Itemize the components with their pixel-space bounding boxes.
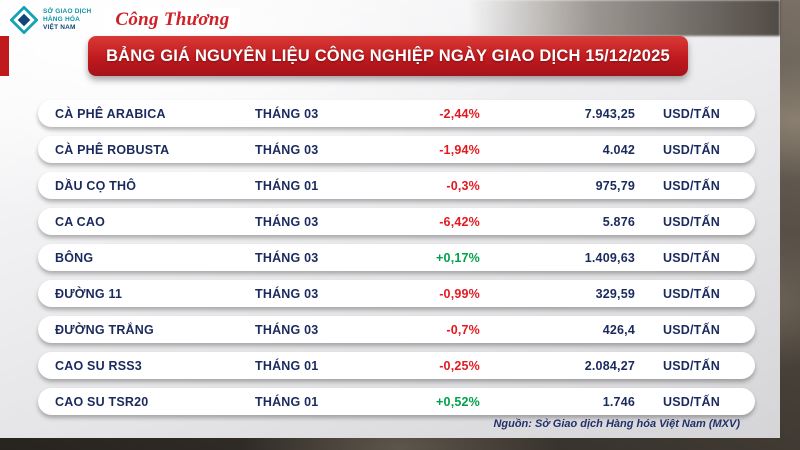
price-value: 7.943,25 bbox=[584, 106, 635, 121]
change-percent: -6,42% bbox=[439, 214, 480, 229]
contract-month: THÁNG 03 bbox=[255, 214, 319, 229]
mxv-logo-text: SỞ GIAO DỊCH HÀNG HÓA VIỆT NAM bbox=[43, 8, 91, 32]
price-unit: USD/TẤN bbox=[663, 250, 720, 265]
table-row: DẦU CỌ THÔ THÁNG 01 -0,3% 975,79 USD/TẤN bbox=[38, 172, 755, 199]
change-percent: -0,7% bbox=[446, 322, 480, 337]
price-value: 329,59 bbox=[595, 286, 635, 301]
commodity-name: CÀ PHÊ ROBUSTA bbox=[55, 142, 170, 157]
commodity-name: DẦU CỌ THÔ bbox=[55, 178, 137, 193]
commodity-name: CAO SU TSR20 bbox=[55, 394, 149, 409]
change-percent: +0,52% bbox=[436, 394, 480, 409]
contract-month: THÁNG 01 bbox=[255, 358, 319, 373]
price-value: 5.876 bbox=[602, 214, 635, 229]
commodity-name: CA CAO bbox=[55, 214, 106, 229]
table-row: ĐƯỜNG TRẮNG THÁNG 03 -0,7% 426,4 USD/TẤN bbox=[38, 316, 755, 343]
title-banner: BẢNG GIÁ NGUYÊN LIỆU CÔNG NGHIỆP NGÀY GI… bbox=[88, 36, 688, 76]
source-note: Nguồn: Sở Giao dịch Hàng hóa Việt Nam (M… bbox=[493, 418, 740, 430]
change-percent: -2,44% bbox=[439, 106, 480, 121]
banner-left-accent bbox=[0, 36, 9, 76]
table-row: CAO SU TSR20 THÁNG 01 +0,52% 1.746 USD/T… bbox=[38, 388, 755, 415]
mxv-line-3: VIỆT NAM bbox=[43, 24, 76, 32]
price-value: 975,79 bbox=[595, 178, 635, 193]
contract-month: THÁNG 01 bbox=[255, 394, 319, 409]
change-percent: +0,17% bbox=[436, 250, 480, 265]
mxv-line-1: SỞ GIAO DỊCH bbox=[43, 7, 92, 15]
contract-month: THÁNG 03 bbox=[255, 106, 319, 121]
price-unit: USD/TẤN bbox=[663, 106, 720, 121]
table-row: ĐƯỜNG 11 THÁNG 03 -0,99% 329,59 USD/TẤN bbox=[38, 280, 755, 307]
background-photo-edge bbox=[468, 0, 780, 36]
price-unit: USD/TẤN bbox=[663, 394, 720, 409]
table-row: CAO SU RSS3 THÁNG 01 -0,25% 2.084,27 USD… bbox=[38, 352, 755, 379]
table-row: CÀ PHÊ ROBUSTA THÁNG 03 -1,94% 4.042 USD… bbox=[38, 136, 755, 163]
table-row: CÀ PHÊ ARABICA THÁNG 03 -2,44% 7.943,25 … bbox=[38, 100, 755, 127]
price-value: 426,4 bbox=[602, 322, 635, 337]
price-unit: USD/TẤN bbox=[663, 286, 720, 301]
price-value: 1.746 bbox=[602, 394, 635, 409]
contract-month: THÁNG 03 bbox=[255, 250, 319, 265]
contract-month: THÁNG 01 bbox=[255, 178, 319, 193]
commodity-name: ĐƯỜNG TRẮNG bbox=[55, 322, 154, 337]
contract-month: THÁNG 03 bbox=[255, 322, 319, 337]
change-percent: -1,94% bbox=[439, 142, 480, 157]
change-percent: -0,99% bbox=[439, 286, 480, 301]
price-value: 1.409,63 bbox=[584, 250, 635, 265]
logo-bar: SỞ GIAO DỊCH HÀNG HÓA VIỆT NAM Công Thươ… bbox=[10, 3, 240, 37]
commodity-name: ĐƯỜNG 11 bbox=[55, 286, 123, 301]
mxv-line-2: HÀNG HÓA bbox=[43, 15, 80, 23]
price-table: CÀ PHÊ ARABICA THÁNG 03 -2,44% 7.943,25 … bbox=[38, 100, 755, 415]
price-unit: USD/TẤN bbox=[663, 178, 720, 193]
price-value: 2.084,27 bbox=[584, 358, 635, 373]
change-percent: -0,3% bbox=[446, 178, 480, 193]
table-row: CA CAO THÁNG 03 -6,42% 5.876 USD/TẤN bbox=[38, 208, 755, 235]
contract-month: THÁNG 03 bbox=[255, 142, 319, 157]
table-row: BÔNG THÁNG 03 +0,17% 1.409,63 USD/TẤN bbox=[38, 244, 755, 271]
commodity-name: CÀ PHÊ ARABICA bbox=[55, 106, 166, 121]
change-percent: -0,25% bbox=[439, 358, 480, 373]
price-unit: USD/TẤN bbox=[663, 358, 720, 373]
commodity-name: BÔNG bbox=[55, 250, 94, 265]
mxv-diamond-icon bbox=[10, 6, 38, 34]
page-title: BẢNG GIÁ NGUYÊN LIỆU CÔNG NGHIỆP NGÀY GI… bbox=[106, 46, 670, 65]
price-unit: USD/TẤN bbox=[663, 214, 720, 229]
congthuong-logo-text: Công Thương bbox=[115, 8, 230, 30]
contract-month: THÁNG 03 bbox=[255, 286, 319, 301]
mxv-logo: SỞ GIAO DỊCH HÀNG HÓA VIỆT NAM bbox=[10, 6, 91, 34]
price-value: 4.042 bbox=[602, 142, 635, 157]
congthuong-logo: Công Thương bbox=[105, 7, 240, 33]
price-unit: USD/TẤN bbox=[663, 142, 720, 157]
price-unit: USD/TẤN bbox=[663, 322, 720, 337]
commodity-name: CAO SU RSS3 bbox=[55, 358, 142, 373]
